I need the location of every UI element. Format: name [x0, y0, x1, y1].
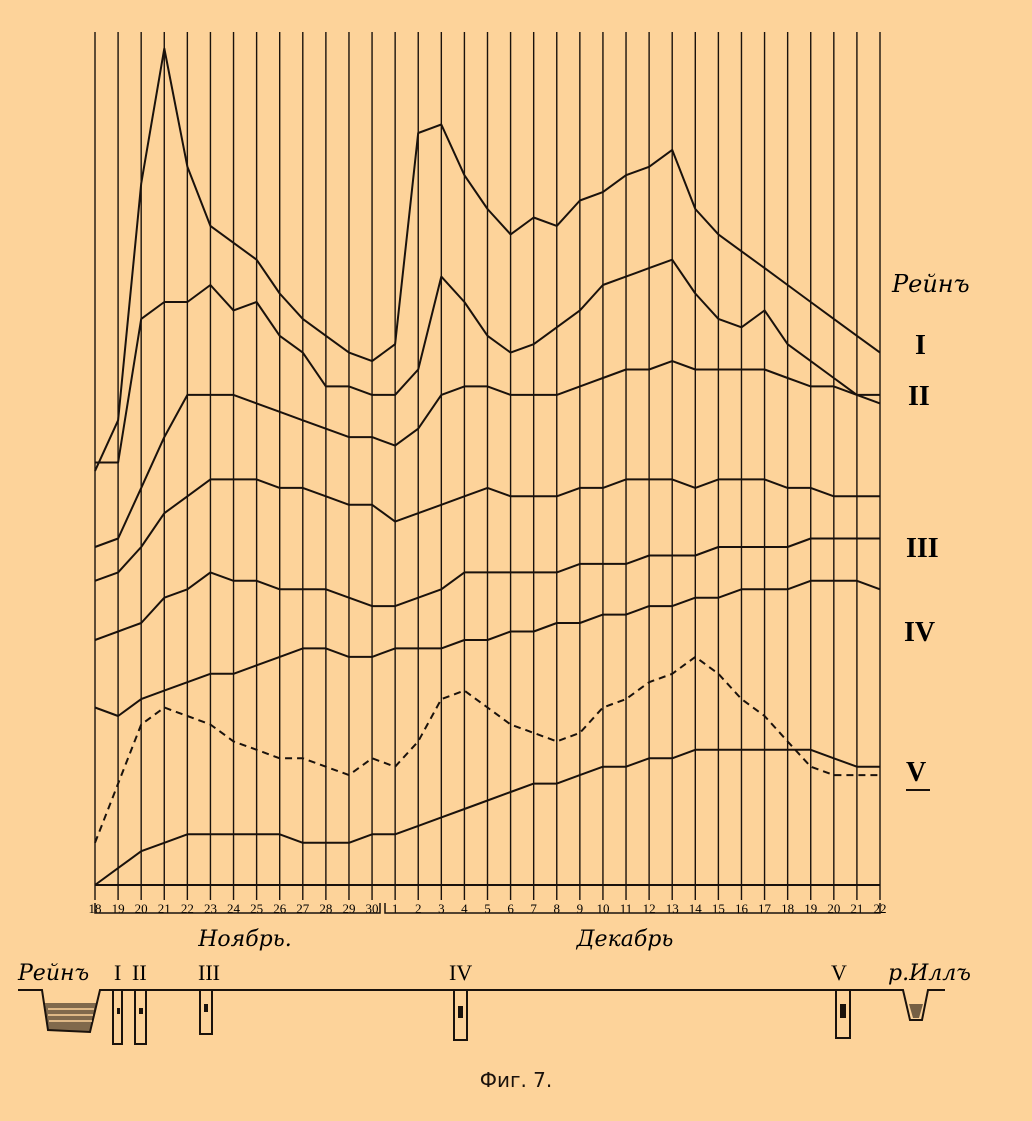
scheme-label-ii: II: [132, 960, 147, 985]
series-label-iv: IV: [904, 617, 935, 648]
x-tick-label: 8: [554, 901, 561, 916]
series-label-ii: II: [908, 381, 930, 412]
month-label-december: Декабрь: [576, 927, 674, 952]
series-line-5: [94, 579, 881, 717]
series-layer: [94, 47, 881, 886]
x-tick-label: 3: [438, 901, 445, 916]
grid-lines: [94, 32, 881, 900]
x-tick-label: 1: [392, 901, 399, 916]
well-scheme: [18, 989, 945, 1045]
well-i: [112, 989, 123, 1045]
x-tick-label: 7: [530, 901, 537, 916]
scheme-label-ill-river: р.Иллъ: [888, 961, 971, 986]
series-line-2: [94, 360, 880, 548]
x-tick-label: 5: [484, 901, 491, 916]
well-iv: [453, 989, 468, 1041]
series-line-1: [95, 258, 881, 464]
scheme-label-iii: III: [198, 960, 220, 985]
rhine-water: [45, 1003, 96, 1032]
x-tick-label: 9: [577, 901, 584, 916]
figure-caption: Фиг. 7.: [479, 1068, 553, 1092]
month-bracket-december: [384, 903, 881, 914]
series-line-4: [94, 537, 880, 641]
scheme-label-rhine: Рейнъ: [17, 961, 89, 986]
series-line-6: [94, 655, 880, 844]
well-iii: [199, 989, 213, 1035]
x-tick-label: 4: [461, 901, 468, 916]
series-label-v: V: [906, 757, 926, 788]
series-line-0: [94, 47, 881, 472]
well-v: [835, 989, 851, 1039]
series-label-rhine: Рейнъ: [891, 270, 970, 298]
well-ii: [134, 989, 147, 1045]
series-line-7: [94, 748, 880, 886]
x-tick-label: 2: [415, 901, 422, 916]
series-line-3: [94, 478, 880, 582]
scheme-label-iv: IV: [449, 960, 472, 985]
month-bracket-november: [94, 903, 381, 914]
x-tick-label: 6: [507, 901, 514, 916]
series-label-i: I: [915, 330, 926, 361]
series-label-iii: III: [906, 533, 939, 564]
month-label-november: Ноябрь.: [197, 927, 291, 952]
ground-line: [18, 989, 945, 1034]
scheme-label-v: V: [831, 960, 847, 985]
scheme-label-i: I: [114, 960, 121, 985]
